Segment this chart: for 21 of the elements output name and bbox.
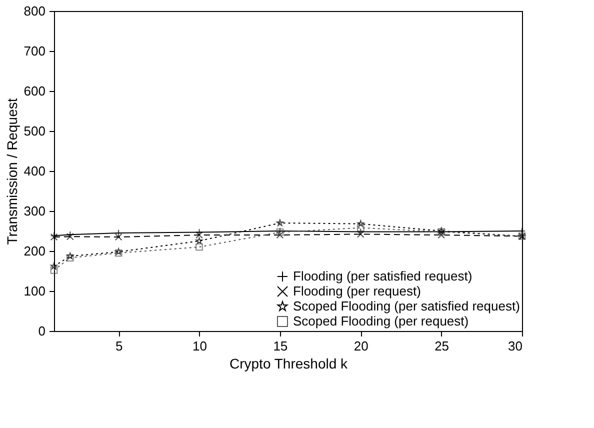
legend-label: Flooding (per request) bbox=[293, 284, 421, 298]
x-axis-title: Crypto Threshold k bbox=[229, 356, 349, 372]
y-tick-label: 0 bbox=[38, 324, 46, 338]
y-tick-label: 600 bbox=[24, 84, 46, 98]
x-tick-label: 5 bbox=[115, 338, 123, 354]
y-tick-label: 100 bbox=[24, 284, 46, 298]
x-tick-label: 10 bbox=[192, 338, 207, 354]
legend-label: Flooding (per satisfied request) bbox=[293, 268, 472, 284]
y-tick-label: 400 bbox=[24, 164, 46, 178]
y-tick-label: 300 bbox=[24, 204, 46, 218]
y-tick-label: 800 bbox=[24, 4, 46, 18]
y-tick-label: 200 bbox=[24, 244, 46, 258]
x-tick-label: 15 bbox=[273, 338, 288, 354]
x-tick-label: 30 bbox=[508, 338, 522, 354]
y-axis-title: Transmission / Request bbox=[4, 98, 20, 245]
y-tick-label: 700 bbox=[24, 44, 46, 58]
y-tick-label: 500 bbox=[24, 124, 46, 138]
x-tick-label: 25 bbox=[434, 338, 450, 354]
legend-label: Scoped Flooding (per satisfied request) bbox=[293, 298, 520, 314]
x-tick-label: 20 bbox=[354, 338, 368, 354]
legend-label: Scoped Flooding (per request) bbox=[293, 314, 469, 328]
